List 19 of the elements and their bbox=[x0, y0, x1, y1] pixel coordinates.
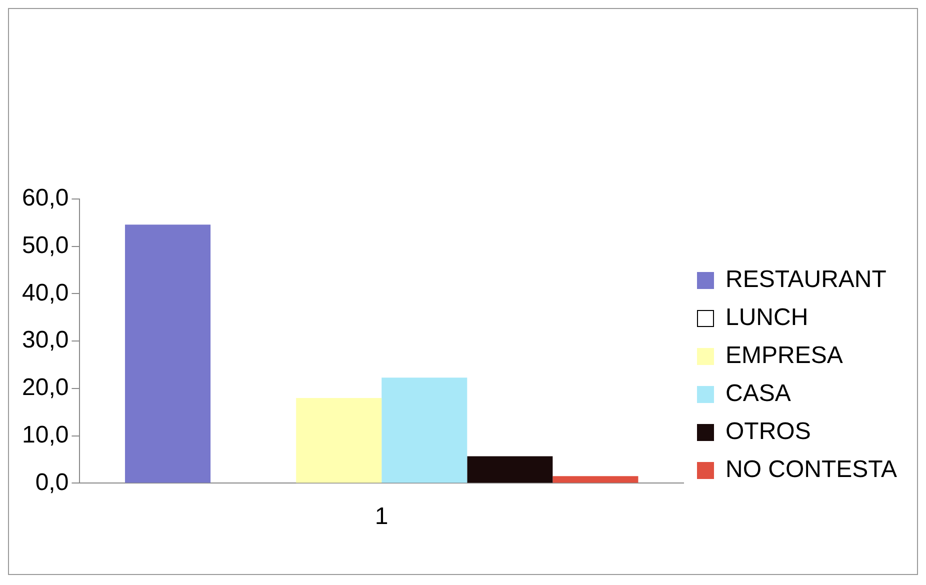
y-tick-label: 20,0 bbox=[22, 374, 69, 402]
y-tick-label: 30,0 bbox=[22, 326, 69, 354]
x-tick-label: 1 bbox=[374, 503, 388, 530]
legend-label: OTROS bbox=[726, 418, 811, 446]
y-tick-label: 40,0 bbox=[22, 279, 69, 306]
bar bbox=[382, 378, 468, 483]
bar bbox=[552, 476, 638, 483]
legend-label: NO CONTESTA bbox=[726, 456, 898, 484]
legend-label: CASA bbox=[726, 380, 791, 408]
bar bbox=[467, 456, 553, 483]
y-tick-label: 60,0 bbox=[22, 184, 69, 212]
legend-label: LUNCH bbox=[726, 304, 808, 332]
bar bbox=[124, 224, 211, 483]
legend-label: EMPRESA bbox=[726, 342, 843, 370]
y-tick-label: 10,0 bbox=[22, 421, 69, 448]
bar bbox=[296, 398, 382, 483]
legend-label: RESTAURANT bbox=[726, 266, 887, 294]
y-tick-label: 0,0 bbox=[35, 468, 69, 496]
y-tick-label: 50,0 bbox=[22, 232, 69, 259]
